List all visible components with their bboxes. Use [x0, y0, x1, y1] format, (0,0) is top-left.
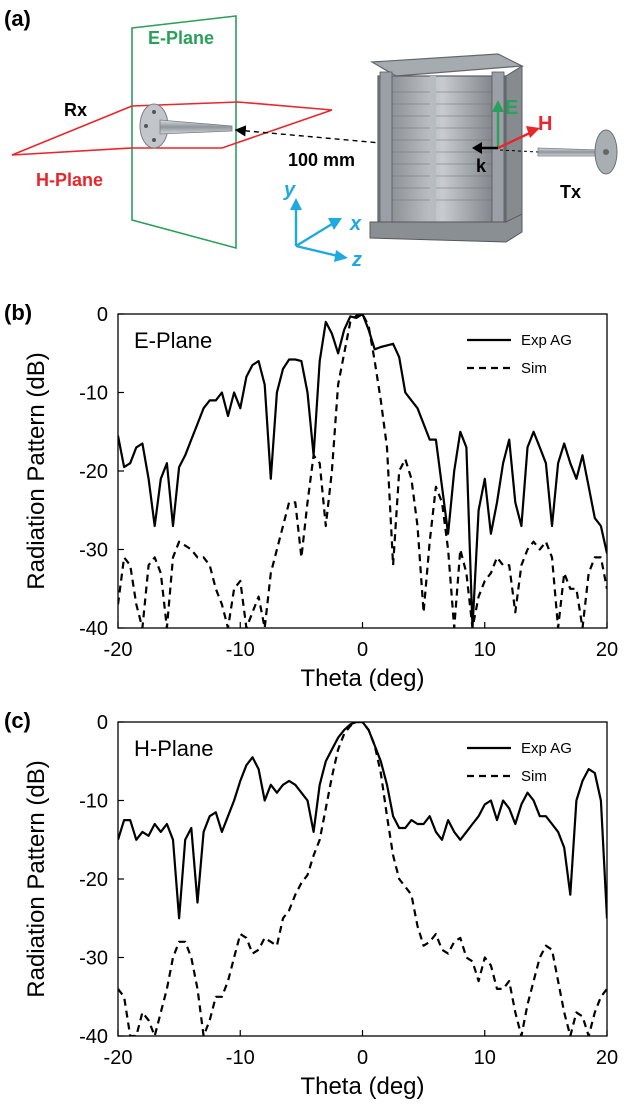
- legend-label: Exp AG: [521, 740, 572, 757]
- y-tick-label: -20: [79, 869, 108, 891]
- x-tick-label: 20: [596, 1047, 618, 1069]
- y-tick-label: -30: [79, 948, 108, 970]
- k-vector-label: k: [476, 156, 487, 176]
- series-line-exp-ag: [118, 314, 607, 628]
- tx-antenna: [499, 129, 618, 175]
- x-tick-label: -10: [226, 1047, 255, 1069]
- legend-label: Sim: [521, 768, 547, 785]
- e-vector-label: E: [505, 97, 518, 119]
- e-plane-shape: [131, 15, 237, 250]
- y-axis-title: Radiation Pattern (dB): [23, 352, 50, 589]
- series-group: [118, 722, 607, 1036]
- distance-arrow: [234, 125, 394, 149]
- axis-z-label: z: [351, 249, 362, 271]
- legend-label: Sim: [521, 360, 547, 377]
- rx-label: Rx: [64, 100, 87, 120]
- x-tick-label: 10: [474, 1047, 496, 1069]
- tx-label: Tx: [560, 182, 581, 202]
- distance-label: 100 mm: [288, 150, 355, 170]
- inset-title: H-Plane: [134, 736, 213, 761]
- h-vector: [497, 130, 533, 150]
- x-tick-label: 10: [474, 639, 496, 661]
- x-axis-title: Theta (deg): [300, 665, 424, 692]
- x-tick-label: 20: [596, 639, 618, 661]
- y-tick-label: 0: [97, 304, 108, 326]
- y-tick-label: -40: [79, 618, 108, 640]
- x-tick-label: -20: [104, 1047, 133, 1069]
- k-vector-head: [472, 142, 482, 154]
- panel-c-label: (c): [4, 708, 31, 733]
- series-group: [118, 314, 607, 628]
- x-tick-label: 0: [357, 639, 368, 661]
- h-vector-head: [526, 126, 540, 138]
- y-axis-title: Radiation Pattern (dB): [23, 760, 50, 997]
- axis-y-label: y: [283, 179, 296, 201]
- series-line-exp-ag: [118, 722, 607, 920]
- panel-b-label: (b): [4, 300, 32, 325]
- lens-sample: [369, 53, 525, 243]
- y-tick-label: -20: [79, 461, 108, 483]
- axis-x-label: x: [349, 213, 362, 235]
- x-axis-title: Theta (deg): [300, 1073, 424, 1100]
- x-tick-label: -20: [104, 639, 133, 661]
- y-tick-label: 0: [97, 712, 108, 734]
- x-tick-label: 0: [357, 1047, 368, 1069]
- panel-a-label: (a): [4, 6, 31, 31]
- setup-diagram: (a) E-Plane H-Plane Rx 100 mm: [4, 6, 618, 271]
- x-tick-label: -10: [226, 639, 255, 661]
- h-plane-label: H-Plane: [36, 170, 103, 190]
- e-plane-label: E-Plane: [148, 28, 214, 48]
- rx-antenna: [139, 103, 233, 149]
- y-tick-label: -10: [79, 383, 108, 405]
- legend-label: Exp AG: [521, 332, 572, 349]
- y-tick-label: -30: [79, 540, 108, 562]
- h-plane-shape: [11, 101, 333, 156]
- coordinate-axes: [290, 198, 348, 262]
- inset-title: E-Plane: [134, 328, 212, 353]
- e-vector-head: [492, 100, 504, 112]
- y-tick-label: -10: [79, 791, 108, 813]
- h-vector-label: H: [538, 113, 552, 135]
- series-line-sim: [118, 722, 607, 1036]
- y-tick-label: -40: [79, 1026, 108, 1048]
